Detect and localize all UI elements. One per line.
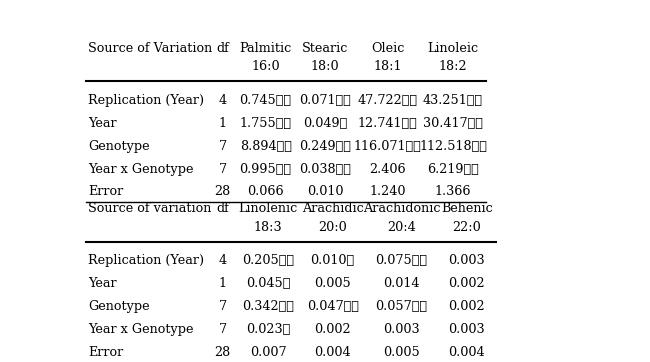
Text: Stearic: Stearic bbox=[302, 42, 348, 55]
Text: 4: 4 bbox=[219, 94, 227, 107]
Text: Genotype: Genotype bbox=[88, 300, 150, 313]
Text: 0.057★★: 0.057★★ bbox=[376, 300, 428, 313]
Text: Replication (Year): Replication (Year) bbox=[88, 94, 205, 107]
Text: Replication (Year): Replication (Year) bbox=[88, 254, 205, 268]
Text: Error: Error bbox=[88, 185, 124, 198]
Text: df: df bbox=[216, 42, 229, 55]
Text: Linoleic: Linoleic bbox=[428, 42, 478, 55]
Text: 28: 28 bbox=[214, 346, 231, 359]
Text: 7: 7 bbox=[219, 163, 227, 176]
Text: Genotype: Genotype bbox=[88, 140, 150, 153]
Text: 0.002: 0.002 bbox=[448, 300, 485, 313]
Text: 0.071★★: 0.071★★ bbox=[299, 94, 351, 107]
Text: 0.007: 0.007 bbox=[250, 346, 287, 359]
Text: 16:0: 16:0 bbox=[252, 60, 280, 73]
Text: 18:2: 18:2 bbox=[439, 60, 467, 73]
Text: 1.240: 1.240 bbox=[369, 185, 406, 198]
Text: 116.071★★: 116.071★★ bbox=[354, 140, 421, 153]
Text: 28: 28 bbox=[214, 185, 231, 198]
Text: 1: 1 bbox=[219, 277, 227, 290]
Text: Behenic: Behenic bbox=[441, 202, 493, 215]
Text: 20:0: 20:0 bbox=[318, 221, 347, 234]
Text: 0.004: 0.004 bbox=[315, 346, 351, 359]
Text: 1: 1 bbox=[219, 117, 227, 130]
Text: 0.005: 0.005 bbox=[383, 346, 420, 359]
Text: 2.406: 2.406 bbox=[369, 163, 406, 176]
Text: 0.342★★: 0.342★★ bbox=[242, 300, 294, 313]
Text: 18:1: 18:1 bbox=[373, 60, 402, 73]
Text: 0.004: 0.004 bbox=[448, 346, 485, 359]
Text: 18:0: 18:0 bbox=[311, 60, 339, 73]
Text: Arachidonic: Arachidonic bbox=[363, 202, 440, 215]
Text: 0.023★: 0.023★ bbox=[246, 323, 291, 336]
Text: 7: 7 bbox=[219, 300, 227, 313]
Text: 0.014: 0.014 bbox=[383, 277, 420, 290]
Text: 1.366: 1.366 bbox=[435, 185, 471, 198]
Text: df: df bbox=[216, 202, 229, 215]
Text: 20:4: 20:4 bbox=[387, 221, 416, 234]
Text: Linolenic: Linolenic bbox=[239, 202, 298, 215]
Text: 0.066: 0.066 bbox=[247, 185, 284, 198]
Text: 0.038★★: 0.038★★ bbox=[299, 163, 351, 176]
Text: Arachidic: Arachidic bbox=[302, 202, 363, 215]
Text: 112.518★★: 112.518★★ bbox=[419, 140, 487, 153]
Text: 22:0: 22:0 bbox=[452, 221, 481, 234]
Text: Source of variation: Source of variation bbox=[88, 202, 212, 215]
Text: Error: Error bbox=[88, 346, 124, 359]
Text: 8.894★★: 8.894★★ bbox=[240, 140, 292, 153]
Text: 30.417★★: 30.417★★ bbox=[423, 117, 483, 130]
Text: Year: Year bbox=[88, 277, 117, 290]
Text: 0.075★★: 0.075★★ bbox=[376, 254, 428, 268]
Text: 0.003: 0.003 bbox=[383, 323, 420, 336]
Text: 0.047★★: 0.047★★ bbox=[307, 300, 359, 313]
Text: 0.010: 0.010 bbox=[307, 185, 343, 198]
Text: Year: Year bbox=[88, 117, 117, 130]
Text: Year x Genotype: Year x Genotype bbox=[88, 163, 194, 176]
Text: 7: 7 bbox=[219, 323, 227, 336]
Text: 18:3: 18:3 bbox=[254, 221, 283, 234]
Text: 4: 4 bbox=[219, 254, 227, 268]
Text: 0.205★★: 0.205★★ bbox=[242, 254, 294, 268]
Text: 0.003: 0.003 bbox=[448, 254, 485, 268]
Text: 6.219★★: 6.219★★ bbox=[427, 163, 479, 176]
Text: 0.010★: 0.010★ bbox=[311, 254, 355, 268]
Text: Source of Variation: Source of Variation bbox=[88, 42, 213, 55]
Text: 0.045★: 0.045★ bbox=[246, 277, 291, 290]
Text: 0.049★: 0.049★ bbox=[303, 117, 347, 130]
Text: 0.002: 0.002 bbox=[315, 323, 351, 336]
Text: 7: 7 bbox=[219, 140, 227, 153]
Text: Year x Genotype: Year x Genotype bbox=[88, 323, 194, 336]
Text: 0.003: 0.003 bbox=[448, 323, 485, 336]
Text: Oleic: Oleic bbox=[371, 42, 404, 55]
Text: 0.745★★: 0.745★★ bbox=[240, 94, 292, 107]
Text: 0.249★★: 0.249★★ bbox=[299, 140, 351, 153]
Text: 47.722★★: 47.722★★ bbox=[358, 94, 417, 107]
Text: 1.755★★: 1.755★★ bbox=[240, 117, 292, 130]
Text: 0.995★★: 0.995★★ bbox=[240, 163, 292, 176]
Text: 43.251★★: 43.251★★ bbox=[423, 94, 483, 107]
Text: 0.005: 0.005 bbox=[314, 277, 351, 290]
Text: 12.741★★: 12.741★★ bbox=[358, 117, 417, 130]
Text: 0.002: 0.002 bbox=[448, 277, 485, 290]
Text: Palmitic: Palmitic bbox=[239, 42, 292, 55]
